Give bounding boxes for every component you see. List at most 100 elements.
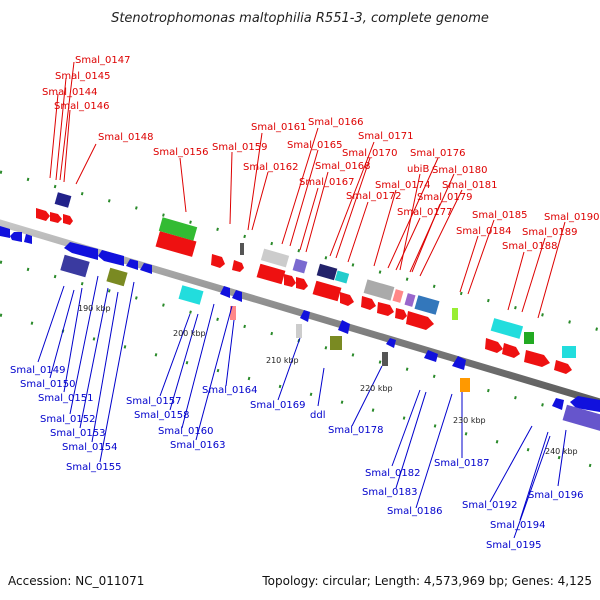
gene-label-Smal_0188[interactable]: Smal_0188 [502,241,557,252]
gene-reverse[interactable] [232,290,242,302]
gene-label-Smal_0169[interactable]: Smal_0169 [250,400,305,411]
gene-forward[interactable] [284,274,296,287]
gene-label-Smal_0187[interactable]: Smal_0187 [434,458,489,469]
gene-label-Smal_0150[interactable]: Smal_0150 [20,379,75,390]
gene-reverse[interactable] [460,378,470,392]
gene-label-Smal_0181[interactable]: Smal_0181 [442,180,497,191]
gene-forward[interactable] [36,208,50,221]
gene-reverse[interactable] [386,338,396,348]
gene-reverse[interactable] [98,250,124,266]
gene-reverse[interactable] [424,350,438,362]
gene-forward[interactable] [361,296,376,310]
gene-block[interactable] [524,332,534,344]
gene-label-Smal_0183[interactable]: Smal_0183 [362,487,417,498]
gene-label-ubiB[interactable]: ubiB [407,164,429,175]
gene-forward[interactable] [340,292,354,306]
gene-label-Smal_0174[interactable]: Smal_0174 [375,180,430,191]
gene-label-Smal_0145[interactable]: Smal_0145 [55,71,110,82]
gene-label-Smal_0189[interactable]: Smal_0189 [522,227,577,238]
gene-label-Smal_0176[interactable]: Smal_0176 [410,148,465,159]
gene-label-Smal_0179[interactable]: Smal_0179 [417,192,472,203]
gene-block[interactable] [562,346,576,358]
gene-block[interactable] [292,258,308,274]
gene-forward[interactable] [554,360,572,374]
gene-label-Smal_0178[interactable]: Smal_0178 [328,425,383,436]
gene-reverse[interactable] [330,336,342,350]
gene-label-Smal_0166[interactable]: Smal_0166 [308,117,363,128]
gene-forward[interactable] [312,280,342,302]
gene-reverse[interactable] [60,254,90,278]
gene-block[interactable] [54,192,72,208]
gene-label-Smal_0185[interactable]: Smal_0185 [472,210,527,221]
gene-label-Smal_0171[interactable]: Smal_0171 [358,131,413,142]
gene-label-Smal_0163[interactable]: Smal_0163 [170,440,225,451]
gene-block[interactable] [490,318,524,339]
gene-reverse[interactable] [452,356,466,370]
gene-reverse[interactable] [126,259,138,270]
gene-label-Smal_0165[interactable]: Smal_0165 [287,140,342,151]
gene-forward[interactable] [256,263,286,285]
gene-forward[interactable] [50,212,62,223]
gene-reverse[interactable] [140,263,152,274]
gene-block[interactable] [260,248,290,268]
gene-block[interactable] [158,217,198,241]
gene-block[interactable] [404,293,416,307]
gene-forward[interactable] [524,350,550,367]
gene-label-Smal_0180[interactable]: Smal_0180 [432,165,487,176]
gene-block[interactable] [316,263,338,281]
gene-label-Smal_0152[interactable]: Smal_0152 [40,414,95,425]
gene-label-Smal_0190[interactable]: Smal_0190 [544,212,599,223]
gene-label-Smal_0153[interactable]: Smal_0153 [50,428,105,439]
gene-label-Smal_0192[interactable]: Smal_0192 [462,500,517,511]
gene-forward[interactable] [155,231,197,257]
gene-block[interactable] [240,243,244,255]
gene-label-Smal_0144[interactable]: Smal_0144 [42,87,97,98]
gene-reverse[interactable] [382,352,388,366]
gene-label-Smal_0194[interactable]: Smal_0194 [490,520,545,531]
gene-label-Smal_0158[interactable]: Smal_0158 [134,410,189,421]
gene-reverse[interactable] [220,286,230,298]
gene-reverse[interactable] [552,398,564,410]
gene-forward[interactable] [63,214,73,225]
gene-label-Smal_0155[interactable]: Smal_0155 [66,462,121,473]
gene-label-Smal_0172[interactable]: Smal_0172 [346,191,401,202]
gene-forward[interactable] [232,260,244,272]
gene-label-Smal_0151[interactable]: Smal_0151 [38,393,93,404]
gene-label-Smal_0168[interactable]: Smal_0168 [315,161,370,172]
gene-label-Smal_0164[interactable]: Smal_0164 [202,385,257,396]
gene-label-Smal_0186[interactable]: Smal_0186 [387,506,442,517]
gene-reverse[interactable] [230,306,236,320]
gene-label-Smal_0195[interactable]: Smal_0195 [486,540,541,551]
gene-block[interactable] [392,289,404,303]
gene-reverse[interactable] [338,320,350,334]
gene-label-Smal_0170[interactable]: Smal_0170 [342,148,397,159]
gene-reverse[interactable] [300,310,310,322]
gene-label-Smal_0149[interactable]: Smal_0149 [10,365,65,376]
gene-reverse[interactable] [106,267,128,287]
gene-reverse[interactable] [0,226,10,238]
gene-block[interactable] [363,279,395,301]
gene-label-Smal_0182[interactable]: Smal_0182 [365,468,420,479]
gene-forward[interactable] [296,277,308,290]
gene-reverse[interactable] [562,404,600,432]
gene-label-Smal_0160[interactable]: Smal_0160 [158,426,213,437]
gene-reverse[interactable] [296,324,302,338]
gene-label-Smal_0154[interactable]: Smal_0154 [62,442,117,453]
gene-forward[interactable] [211,254,225,268]
gene-forward[interactable] [395,308,407,320]
gene-reverse[interactable] [64,242,98,260]
gene-label-Smal_0147[interactable]: Smal_0147 [75,55,130,66]
gene-label-Smal_0177[interactable]: Smal_0177 [397,207,452,218]
gene-label-Smal_0157[interactable]: Smal_0157 [126,396,181,407]
gene-label-Smal_0146[interactable]: Smal_0146 [54,101,109,112]
gene-forward[interactable] [502,343,520,358]
gene-label-Smal_0159[interactable]: Smal_0159 [212,142,267,153]
gene-reverse[interactable] [24,234,32,244]
gene-label-Smal_0184[interactable]: Smal_0184 [456,226,511,237]
gene-label-Smal_0148[interactable]: Smal_0148 [98,132,153,143]
gene-label-Smal_0161[interactable]: Smal_0161 [251,122,306,133]
gene-label-Smal_0167[interactable]: Smal_0167 [299,177,354,188]
gene-block[interactable] [414,295,440,315]
gene-label-ddl[interactable]: ddl [310,410,325,421]
gene-reverse[interactable] [10,232,22,242]
